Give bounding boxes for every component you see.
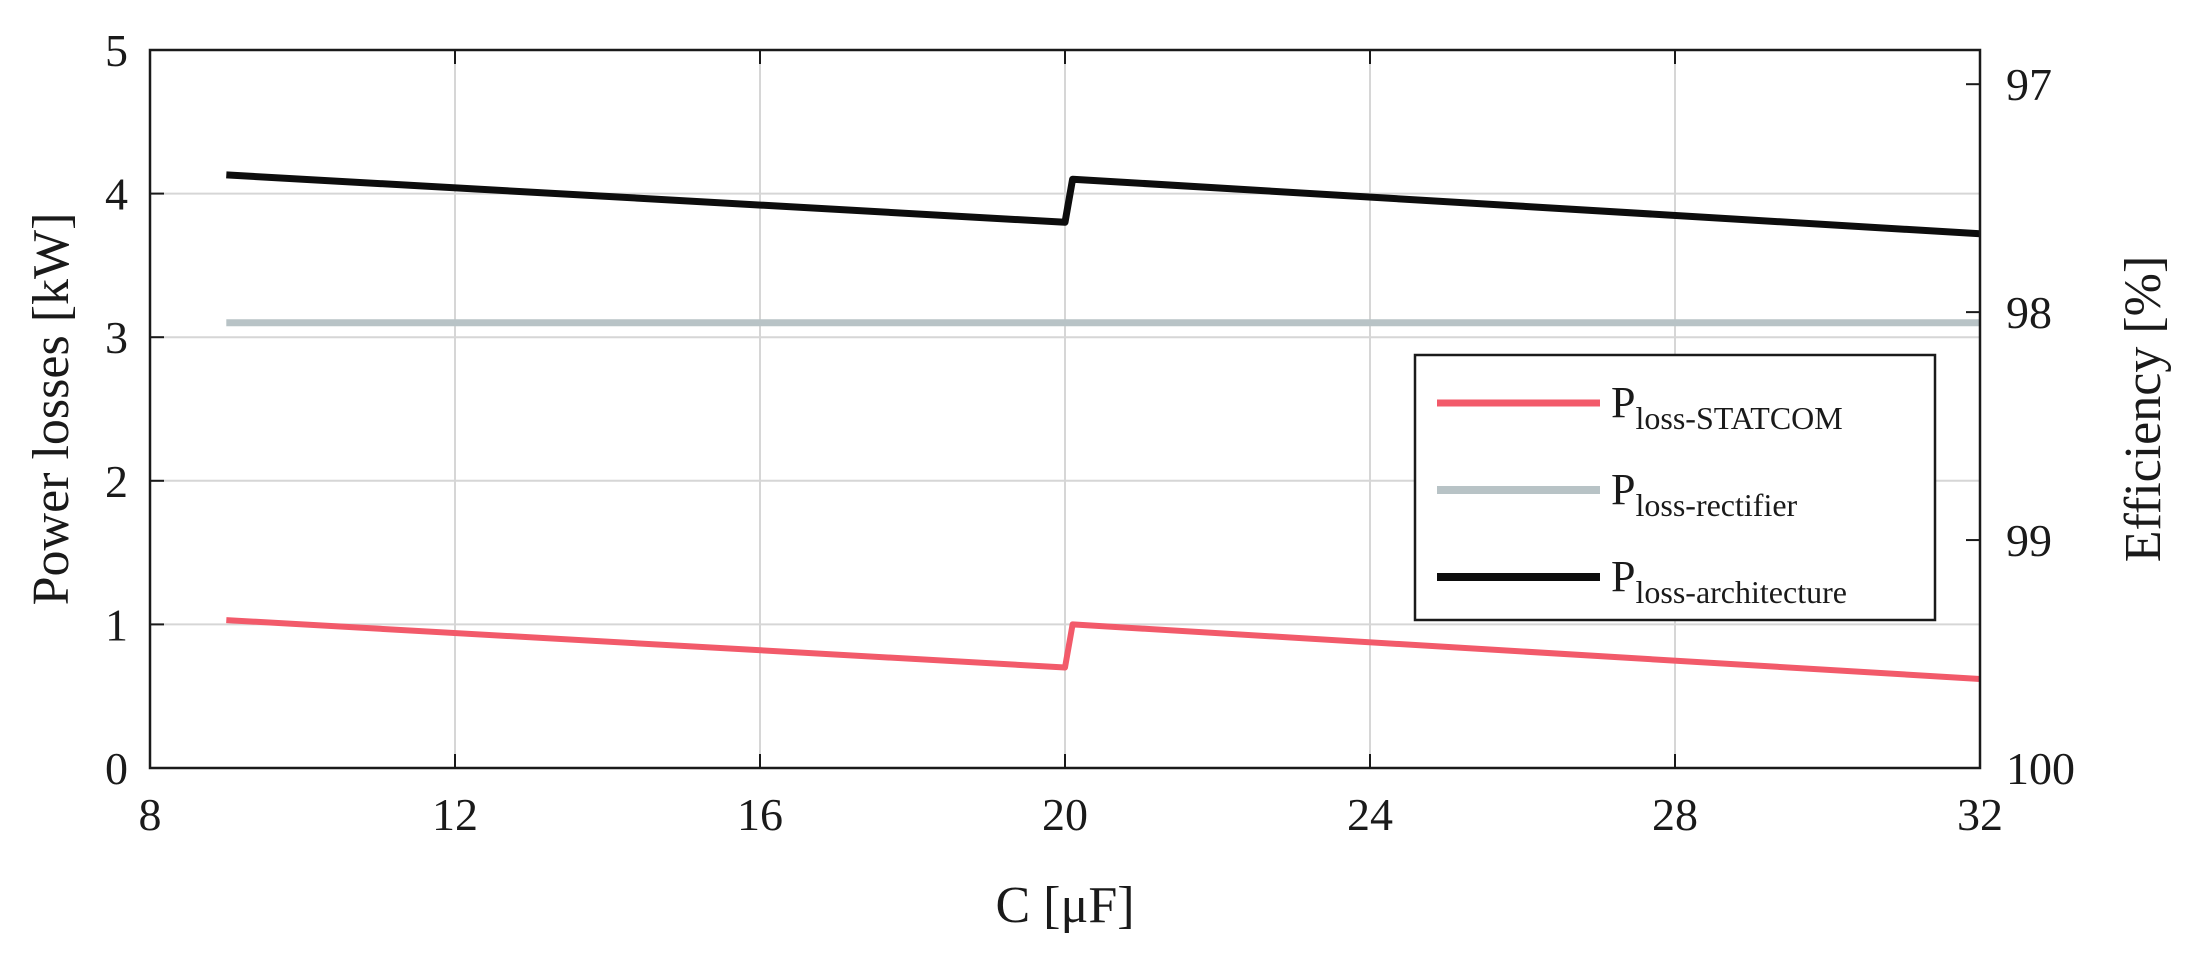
legend-label-subscript: loss-rectifier: [1635, 487, 1797, 523]
x-tick-label: 32: [1957, 789, 2003, 840]
y2-axis-label: Efficiency [%]: [2115, 256, 2172, 563]
series-line-loss-architecture: [226, 171, 1981, 238]
legend-label-subscript: loss-architecture: [1635, 574, 1846, 610]
series-layer: [226, 171, 1981, 682]
x-axis-label: C [μF]: [995, 877, 1134, 934]
y-axis-label: Power losses [kW]: [23, 213, 80, 606]
legend-label-main: P: [1611, 378, 1635, 427]
legend-label-loss-STATCOM: Ploss-STATCOM: [1611, 378, 1843, 436]
x-tick-label: 20: [1042, 789, 1088, 840]
legend: Ploss-STATCOMPloss-rectifierPloss-archit…: [1413, 353, 1937, 622]
legend-label-main: P: [1611, 552, 1635, 601]
y2-tick-label: 97: [2006, 59, 2052, 110]
x-axis-ticks: 8 12 16 20 24 28 32: [139, 50, 2003, 840]
y-axis-ticks: 0 1 2 3 4 5: [105, 25, 164, 794]
y2-tick-label: 100: [2006, 743, 2075, 794]
x-tick-label: 12: [432, 789, 478, 840]
y-tick-label: 5: [105, 25, 128, 76]
x-tick-label: 16: [737, 789, 783, 840]
legend-label-loss-rectifier: Ploss-rectifier: [1611, 465, 1798, 523]
y-tick-label: 1: [105, 599, 128, 650]
y-tick-label: 4: [105, 169, 128, 220]
y-tick-label: 3: [105, 312, 128, 363]
x-tick-label: 24: [1347, 789, 1393, 840]
y-tick-label: 0: [105, 743, 128, 794]
legend-label-subscript: loss-STATCOM: [1635, 400, 1842, 436]
x-tick-label: 8: [139, 789, 162, 840]
y2-tick-label: 99: [2006, 515, 2052, 566]
y-tick-label: 2: [105, 456, 128, 507]
legend-label-loss-architecture: Ploss-architecture: [1611, 552, 1847, 610]
series-line-loss-STATCOM: [226, 617, 1981, 682]
y2-axis-ticks: 97 98 99 100: [1966, 59, 2075, 794]
legend-label-main: P: [1611, 465, 1635, 514]
y2-tick-label: 98: [2006, 287, 2052, 338]
x-tick-label: 28: [1652, 789, 1698, 840]
